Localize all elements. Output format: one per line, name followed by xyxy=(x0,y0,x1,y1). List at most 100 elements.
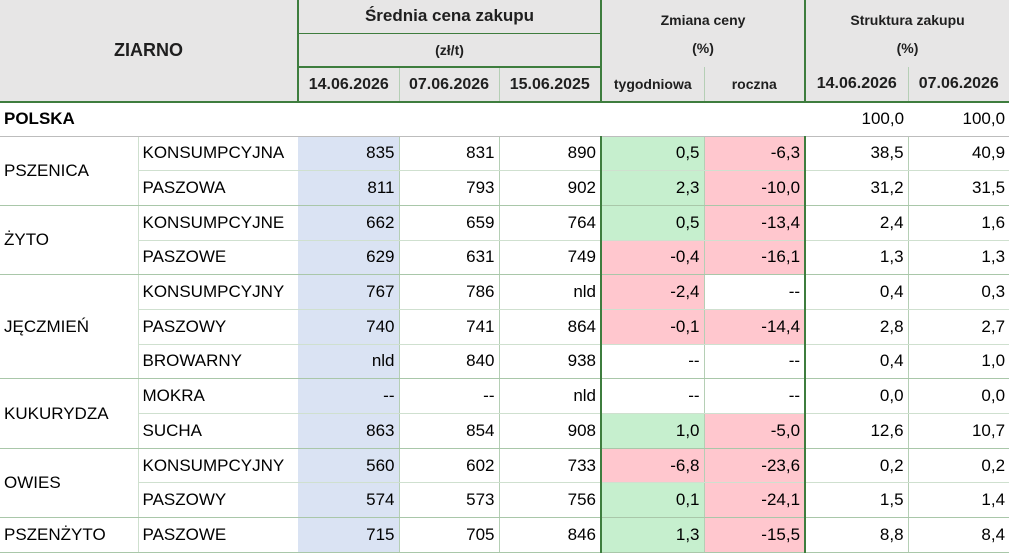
grain-type: SUCHA xyxy=(138,413,298,449)
change-yearly: -- xyxy=(704,378,807,414)
grain-name: JĘCZMIEŃ xyxy=(0,274,139,380)
price-current: 715 xyxy=(298,517,400,553)
price-prev-week: 793 xyxy=(399,170,500,206)
date-col-2: 07.06.2026 xyxy=(399,67,500,103)
structure-current: 8,8 xyxy=(805,517,909,553)
grain-type: PASZOWE xyxy=(138,517,298,553)
table-row: PSZENŻYTO PASZOWE 715 705 846 1,3 -15,5 8,8 8,4 xyxy=(0,517,1009,553)
grain-type: KONSUMPCYJNA xyxy=(138,136,298,172)
structure-current: 2,4 xyxy=(805,205,909,241)
structure-current: 12,6 xyxy=(805,413,909,449)
table-row: PSZENICA KONSUMPCYJNA 835 831 890 0,5 -6,3 38,5… xyxy=(0,136,1009,206)
table-row: PASZOWE 629 631 749 -0,4 -16,1 1,3 1,3 xyxy=(0,240,1009,276)
grain-type: BROWARNY xyxy=(138,344,298,380)
structure-current: 2,8 xyxy=(805,309,909,345)
price-current: 574 xyxy=(298,482,400,519)
price-prev-week: 631 xyxy=(399,240,500,276)
change-yearly: -16,1 xyxy=(704,240,807,276)
price-prev-year: 864 xyxy=(499,309,603,345)
structure-current: 1,5 xyxy=(805,482,909,519)
structure-current: 0,0 xyxy=(805,378,909,414)
change-yearly: -- xyxy=(704,344,807,380)
price-prev-year: 908 xyxy=(499,413,603,449)
grain-type: PASZOWE xyxy=(138,240,298,276)
price-current: -- xyxy=(298,378,400,414)
price-current: 629 xyxy=(298,240,400,276)
structure-prev: 0,2 xyxy=(908,448,1009,484)
change-weekly: 0,1 xyxy=(601,482,705,519)
price-prev-year: 749 xyxy=(499,240,603,276)
structure-current: 31,2 xyxy=(805,170,909,206)
table-row: PASZOWA 811 793 902 2,3 -10,0 31,2 31,5 xyxy=(0,170,1009,206)
table-row: OWIES KONSUMPCYJNY 560 602 733 -6,8 -23,6 0,2 0,… xyxy=(0,448,1009,519)
grain-name: KUKURYDZA xyxy=(0,378,139,449)
price-prev-year: 733 xyxy=(499,448,603,484)
structure-current: 0,4 xyxy=(805,344,909,380)
table-row: ŻYTO KONSUMPCYJNE 662 659 764 0,5 -13,4 2,4 1,6 xyxy=(0,205,1009,276)
structure-prev: 31,5 xyxy=(908,170,1009,206)
avg-price-unit: (zł/t) xyxy=(298,33,603,68)
structure-current: 1,3 xyxy=(805,240,909,276)
structure-prev: 0,3 xyxy=(908,274,1009,310)
grain-name: PSZENICA xyxy=(0,136,139,206)
structure-prev: 40,9 xyxy=(908,136,1009,172)
change-weekly: 0,5 xyxy=(601,205,705,241)
table-row: SUCHA 863 854 908 1,0 -5,0 12,6 10,7 xyxy=(0,413,1009,449)
structure-prev: 1,3 xyxy=(908,240,1009,276)
price-prev-year: 756 xyxy=(499,482,603,519)
price-prev-year: 764 xyxy=(499,205,603,241)
change-weekly: 1,3 xyxy=(601,517,705,553)
avg-price-header: Średnia cena zakupu xyxy=(298,0,603,34)
table-row: PASZOWY 740 741 864 -0,1 -14,4 2,8 2,7 xyxy=(0,309,1009,345)
polska-row: POLSKA 100,0 100,0 xyxy=(0,102,1009,137)
price-prev-week: 705 xyxy=(399,517,500,553)
change-yearly: -13,4 xyxy=(704,205,807,241)
price-prev-week: 854 xyxy=(399,413,500,449)
price-current: 560 xyxy=(298,448,400,484)
change-yearly: -14,4 xyxy=(704,309,807,345)
change-yearly: -10,0 xyxy=(704,170,807,206)
structure-prev: 0,0 xyxy=(908,378,1009,414)
grain-name: PSZENŻYTO xyxy=(0,517,139,553)
change-weekly: -- xyxy=(601,378,705,414)
purchase-structure-header: Struktura zakupu (%) xyxy=(805,0,1009,67)
price-prev-week: 840 xyxy=(399,344,500,380)
structure-current: 0,4 xyxy=(805,274,909,310)
price-prev-year: 938 xyxy=(499,344,603,380)
purchase-structure-title: Struktura zakupu xyxy=(850,11,965,28)
grain-name: ŻYTO xyxy=(0,205,139,276)
price-change-title: Zmiana ceny xyxy=(660,11,746,28)
price-prev-year: 902 xyxy=(499,170,603,206)
change-yearly: -6,3 xyxy=(704,136,807,172)
change-weekly: -6,8 xyxy=(601,448,705,484)
structure-prev: 1,4 xyxy=(908,482,1009,519)
polska-label: POLSKA xyxy=(0,102,298,137)
change-weekly: -- xyxy=(601,344,705,380)
price-current: 811 xyxy=(298,170,400,206)
change-weekly: -0,1 xyxy=(601,309,705,345)
price-prev-year: 846 xyxy=(499,517,603,553)
price-prev-week: 741 xyxy=(399,309,500,345)
grain-header: ZIARNO xyxy=(0,0,299,103)
price-prev-week: 602 xyxy=(399,448,500,484)
grain-type: PASZOWA xyxy=(138,170,298,206)
structure-prev: 10,7 xyxy=(908,413,1009,449)
structure-prev: 2,7 xyxy=(908,309,1009,345)
structure-prev: 1,6 xyxy=(908,205,1009,241)
table-row: PASZOWY 574 573 756 0,1 -24,1 1,5 1,4 xyxy=(0,482,1009,519)
change-weekly: 1,0 xyxy=(601,413,705,449)
grain-type: MOKRA xyxy=(138,378,298,414)
date-col-3: 15.06.2025 xyxy=(499,67,603,103)
change-yearly: -23,6 xyxy=(704,448,807,484)
change-yearly: -24,1 xyxy=(704,482,807,519)
table-row: BROWARNY nld 840 938 -- -- 0,4 1,0 xyxy=(0,344,1009,380)
grain-type: PASZOWY xyxy=(138,309,298,345)
price-change-unit: (%) xyxy=(692,39,714,56)
change-weekly: -0,4 xyxy=(601,240,705,276)
change-yearly: -15,5 xyxy=(704,517,807,553)
change-weekly: 2,3 xyxy=(601,170,705,206)
price-prev-week: 831 xyxy=(399,136,500,172)
price-prev-year: nld xyxy=(499,378,603,414)
grain-name: OWIES xyxy=(0,448,139,519)
